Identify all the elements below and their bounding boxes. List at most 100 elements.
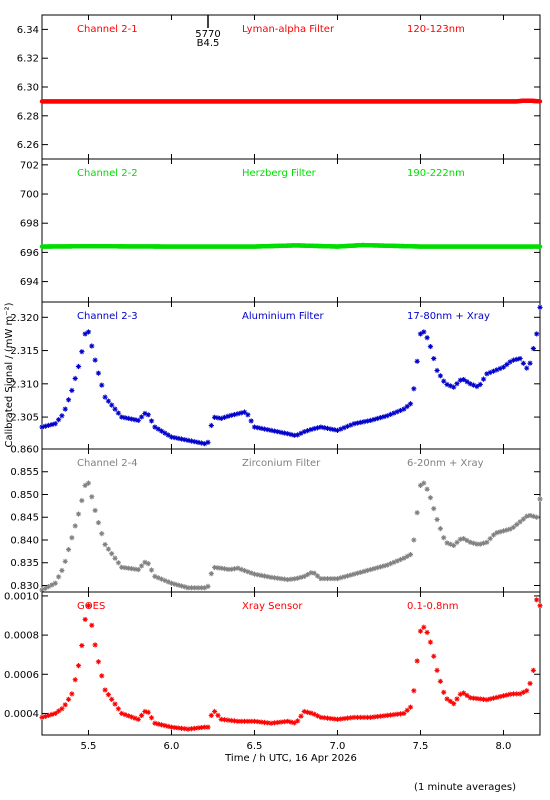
data-point	[334, 427, 341, 433]
data-point	[188, 438, 194, 444]
data-point	[102, 687, 108, 693]
data-point	[248, 418, 254, 424]
data-point	[281, 576, 287, 582]
data-point	[494, 530, 500, 536]
x-tick-label: 7.0	[330, 741, 346, 752]
data-point	[527, 680, 533, 687]
x-tick-label: 6.0	[164, 741, 180, 752]
data-point	[42, 713, 48, 719]
data-point	[205, 439, 211, 445]
data-point	[354, 570, 360, 576]
data-point	[49, 421, 55, 428]
x-axis-label: Time / h UTC, 16 Apr 2026	[224, 753, 357, 764]
data-point	[115, 706, 121, 712]
footer-note: (1 minute averages)	[414, 782, 516, 793]
data-point	[358, 569, 364, 575]
data-point	[261, 426, 268, 432]
panel-frame	[41, 301, 541, 450]
data-point	[139, 563, 145, 569]
data-point	[305, 428, 311, 434]
data-point	[364, 418, 370, 424]
data-point	[361, 714, 367, 720]
data-point	[318, 714, 324, 720]
data-point	[39, 587, 45, 593]
data-point	[487, 369, 493, 376]
panel-5: 0.0004 0.0006 0.0008 0.0010 GOES Xray Sensor 0…	[4, 591, 543, 736]
data-point	[507, 691, 513, 697]
data-point	[334, 716, 341, 722]
data-point	[228, 566, 234, 572]
data-point	[178, 583, 185, 589]
data-point	[464, 537, 470, 544]
data-point	[314, 425, 321, 431]
data-point	[397, 711, 404, 717]
data-point	[490, 368, 497, 374]
data-point	[517, 691, 523, 697]
data-point	[414, 358, 420, 364]
data-point	[92, 507, 98, 514]
data-point	[457, 691, 463, 697]
data-point	[437, 678, 443, 684]
panel-band: 6-20nm + Xray	[407, 458, 484, 469]
data-point	[288, 719, 294, 725]
data-point	[308, 570, 314, 576]
data-point	[288, 576, 294, 582]
y-tick-label: 6.34	[17, 25, 39, 36]
data-point	[285, 718, 291, 724]
data-point	[474, 695, 480, 702]
data-point	[192, 725, 198, 731]
data-point	[371, 714, 377, 720]
data-point	[497, 694, 503, 700]
data-point	[65, 696, 72, 702]
data-point	[158, 428, 165, 434]
data-point	[407, 401, 414, 407]
data-point	[434, 516, 440, 523]
data-point	[414, 658, 420, 664]
data-point	[441, 535, 447, 541]
data-point	[477, 381, 483, 388]
data-point	[182, 437, 188, 443]
data-point	[155, 426, 161, 432]
data-point	[388, 712, 394, 718]
data-point	[65, 397, 72, 403]
data-point	[461, 536, 467, 542]
data-point	[218, 565, 224, 571]
data-point	[344, 423, 351, 429]
data-point	[202, 724, 208, 730]
data-point	[451, 542, 457, 549]
data-point	[477, 696, 483, 702]
data-point	[148, 567, 155, 573]
data-point	[278, 429, 284, 435]
data-point	[59, 706, 65, 712]
data-point	[407, 704, 414, 710]
data-point	[424, 335, 430, 341]
data-point	[222, 566, 228, 572]
data-point	[388, 561, 394, 567]
data-point	[119, 710, 125, 717]
x-axis: 5.5 6.0 6.5 7.0 7.5 8.0	[81, 741, 512, 752]
data-point	[261, 719, 268, 726]
data-point	[494, 694, 500, 700]
y-tick-label: 0.845	[10, 513, 39, 524]
data-point	[434, 667, 440, 673]
data-point	[480, 696, 487, 702]
data-point	[69, 691, 75, 697]
data-point	[305, 709, 311, 715]
data-point	[99, 673, 105, 679]
y-tick-label: 6.30	[17, 83, 39, 94]
data-point	[255, 719, 261, 725]
data-point	[504, 361, 510, 368]
series-2	[39, 242, 543, 249]
data-point	[185, 585, 191, 591]
data-point	[135, 716, 141, 722]
data-point	[351, 571, 357, 577]
panel-filter: Zirconium Filter	[242, 458, 321, 469]
panel-name: Channel 2-3	[77, 311, 138, 322]
data-point	[268, 720, 274, 726]
data-point	[424, 486, 430, 492]
data-point	[265, 574, 271, 580]
data-point	[222, 414, 228, 420]
data-point	[431, 355, 437, 362]
data-point	[152, 720, 158, 726]
y-tick-label: 6.28	[17, 111, 39, 122]
